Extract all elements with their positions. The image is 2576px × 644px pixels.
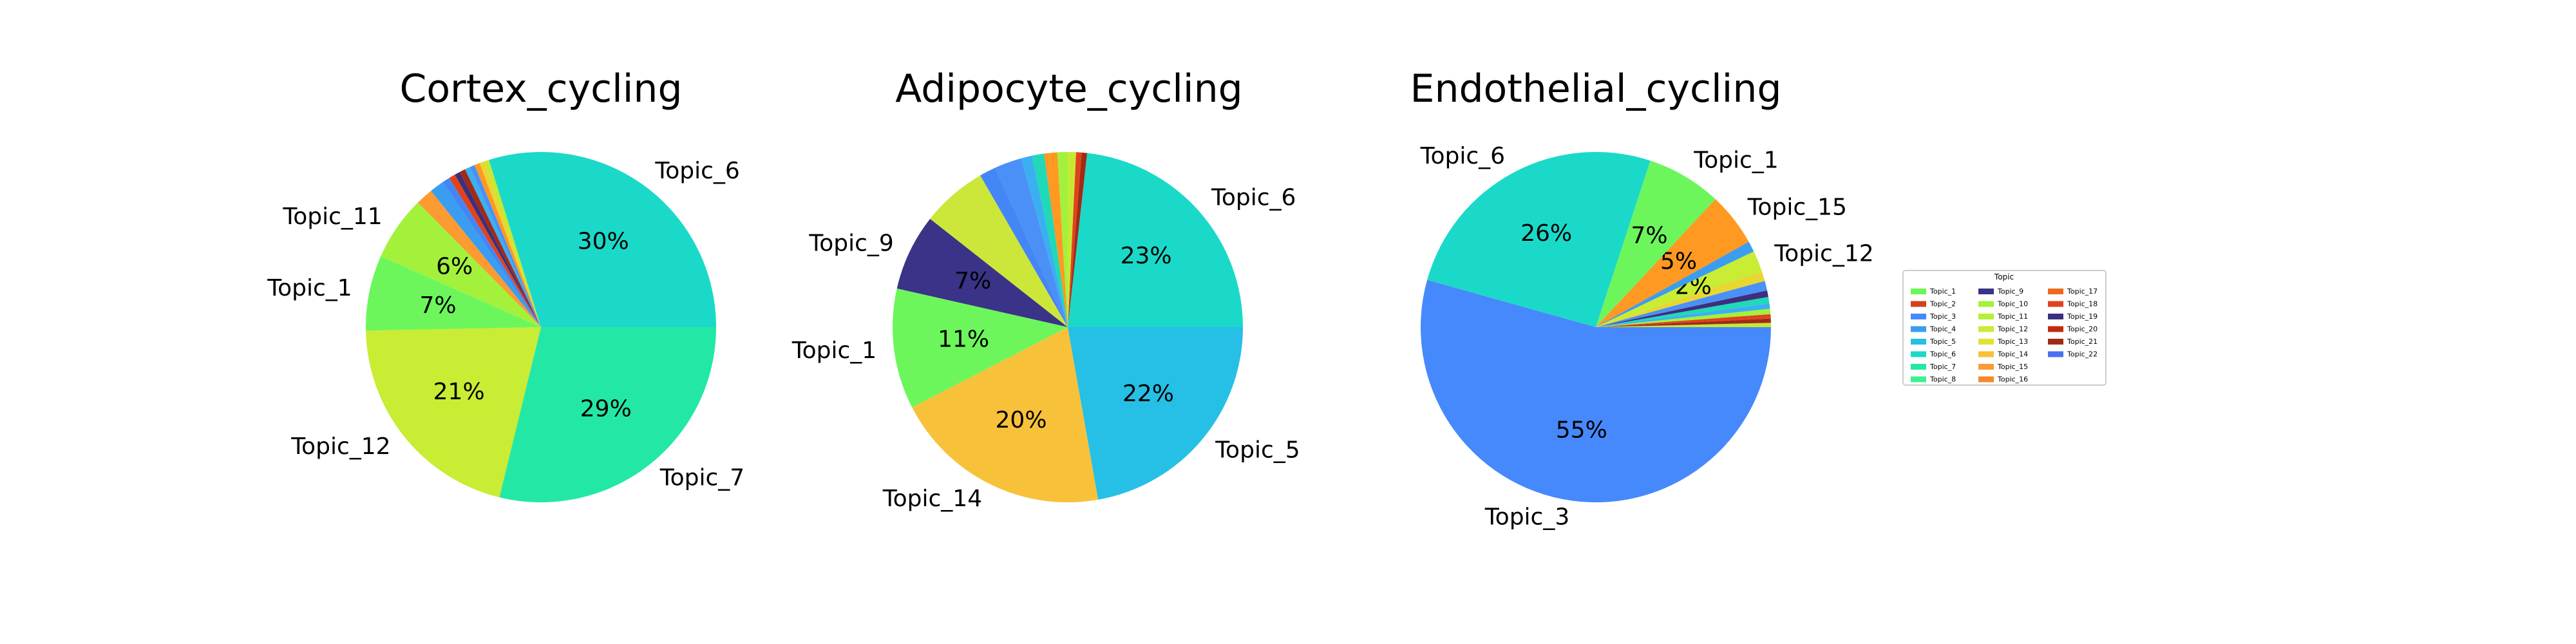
slice-label: Topic_1 [267, 275, 352, 301]
slice-label: Topic_12 [1774, 241, 1873, 267]
slice-label: Topic_14 [882, 486, 982, 512]
legend-swatch [1978, 301, 1994, 307]
legend-swatch [1978, 314, 1994, 319]
slice-label: Topic_9 [808, 230, 893, 256]
legend-swatch [1911, 314, 1926, 319]
percent-label: 22% [1122, 381, 1174, 407]
legend-label: Topic_15 [1997, 363, 2028, 371]
percent-label: 7% [1631, 223, 1667, 249]
legend-label: Topic_3 [1929, 312, 1956, 321]
legend-label: Topic_1 [1929, 287, 1956, 296]
legend-label: Topic_17 [2067, 287, 2098, 296]
legend-swatch [2048, 289, 2063, 294]
legend-label: Topic_5 [1929, 337, 1956, 346]
legend-swatch [1911, 301, 1926, 307]
percent-label: 29% [580, 395, 632, 422]
legend-label: Topic_7 [1929, 363, 1956, 371]
legend-swatch [1911, 377, 1926, 383]
percent-label: 30% [578, 229, 629, 255]
legend-swatch [2048, 327, 2063, 332]
legend-label: Topic_20 [2067, 325, 2098, 334]
legend-label: Topic_12 [1997, 325, 2028, 334]
legend-swatch [1911, 289, 1926, 294]
legend-swatch [1978, 377, 1994, 383]
legend-swatch [1911, 352, 1926, 357]
legend-label: Topic_11 [1997, 312, 2028, 321]
legend-label: Topic_18 [2067, 300, 2098, 308]
percent-label: 7% [419, 292, 456, 319]
legend-swatch [1978, 327, 1994, 332]
percent-label: 11% [938, 327, 989, 353]
legend-label: Topic_19 [2067, 312, 2098, 321]
legend-title: Topic [1994, 272, 2014, 281]
slice-label: Topic_1 [1693, 147, 1778, 173]
legend-label: Topic_6 [1929, 350, 1956, 359]
legend-label: Topic_4 [1929, 325, 1956, 334]
slice-label: Topic_7 [659, 464, 744, 491]
percent-label: 6% [436, 253, 473, 279]
legend-label: Topic_13 [1997, 337, 2028, 346]
legend-swatch [1978, 289, 1994, 294]
percent-label: 55% [1556, 417, 1607, 444]
legend-swatch [1911, 339, 1926, 345]
legend-swatch [1911, 327, 1926, 332]
slice-label: Topic_11 [282, 204, 382, 230]
legend-swatch [2048, 301, 2063, 307]
percent-label: 26% [1520, 220, 1572, 247]
legend-swatch [1978, 364, 1994, 370]
legend-swatch [2048, 339, 2063, 345]
percent-label: 20% [996, 407, 1047, 433]
legend-label: Topic_10 [1997, 300, 2028, 308]
legend-label: Topic_21 [2067, 337, 2098, 346]
chart-title: Adipocyte_cycling [895, 66, 1242, 111]
slice-label: Topic_5 [1215, 437, 1300, 463]
legend-label: Topic_14 [1997, 350, 2028, 359]
legend-label: Topic_22 [2067, 350, 2098, 359]
chart-title: Endothelial_cycling [1410, 66, 1782, 111]
slice-label: Topic_1 [791, 337, 876, 364]
legend: Topic Topic_1 Topic_2 Topic_3 Topic_4 Topic_… [1903, 270, 2106, 385]
percent-label: 21% [433, 379, 485, 405]
legend-swatch [2048, 314, 2063, 319]
legend-swatch [1978, 339, 1994, 345]
legend-swatch [1978, 352, 1994, 357]
chart-title: Cortex_cycling [399, 66, 682, 111]
legend-swatch [2048, 352, 2063, 357]
slice-label: Topic_6 [1211, 185, 1296, 211]
legend-label: Topic_8 [1929, 375, 1956, 384]
slice-label: Topic_6 [654, 158, 739, 184]
slice-label: Topic_6 [1420, 143, 1505, 169]
percent-label: 7% [954, 268, 991, 294]
legend-label: Topic_2 [1929, 300, 1956, 308]
legend-label: Topic_9 [1997, 287, 2023, 296]
legend-label: Topic_16 [1997, 375, 2028, 384]
slice-label: Topic_12 [290, 433, 390, 460]
slice-label: Topic_3 [1484, 504, 1569, 530]
slice-label: Topic_15 [1747, 194, 1847, 221]
percent-label: 23% [1121, 243, 1172, 269]
legend-swatch [1911, 364, 1926, 370]
